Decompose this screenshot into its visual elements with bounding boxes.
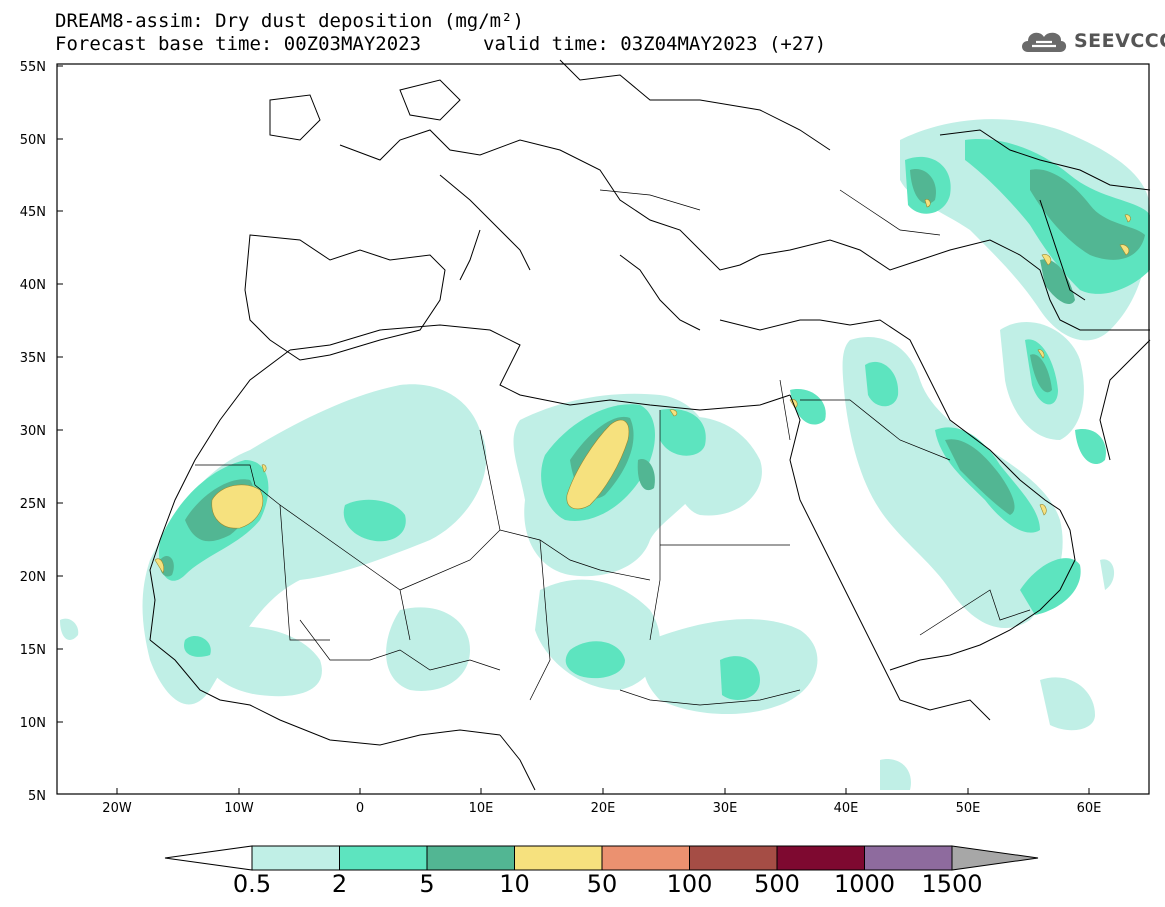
lon-label: 50E <box>956 801 981 816</box>
coastlines <box>149 59 1151 791</box>
lat-label: 45N <box>20 205 46 220</box>
colorbar-swatch <box>689 845 778 871</box>
colorbar-label: 1000 <box>833 870 896 898</box>
country-borders <box>195 189 1031 706</box>
colorbar-swatch <box>601 845 690 871</box>
lon-label: 10W <box>224 801 254 816</box>
forecast-base-time: Forecast base time: 00Z03MAY2023 <box>55 33 422 55</box>
colorbar-over-arrow <box>951 845 1039 871</box>
colorbar <box>164 845 1039 871</box>
latitude-labels: 55N 50N 45N 40N 35N 30N 25N 20N 15N 10N … <box>20 60 46 804</box>
lat-label: 10N <box>20 716 46 731</box>
lon-label: 30E <box>713 801 738 816</box>
colorbar-swatch <box>864 845 953 871</box>
lat-label: 40N <box>20 278 46 293</box>
colorbar-swatch <box>251 845 340 871</box>
colorbar-swatch <box>514 845 603 871</box>
longitude-labels: 20W 10W 0 10E 20E 30E 40E 50E 60E <box>102 801 1101 816</box>
lat-label: 25N <box>20 497 46 512</box>
lon-label: 0 <box>356 801 364 816</box>
lat-label: 30N <box>20 424 46 439</box>
colorbar-label: 500 <box>754 870 800 898</box>
valid-time: valid time: 03Z04MAY2023 (+27) <box>483 33 827 55</box>
colorbar-label: 5 <box>419 870 435 898</box>
lon-label: 60E <box>1077 801 1102 816</box>
colorbar-label: 1500 <box>921 870 983 898</box>
lat-label: 50N <box>20 133 46 148</box>
lon-label: 20E <box>591 801 616 816</box>
tick-marks <box>57 65 1090 794</box>
lat-label: 55N <box>20 60 46 75</box>
cloud-icon <box>1022 32 1067 52</box>
lat-label: 15N <box>20 643 46 658</box>
colorbar-swatch <box>776 845 865 871</box>
colorbar-label: 2 <box>331 870 348 898</box>
colorbar-under-arrow <box>164 845 253 871</box>
lon-label: 40E <box>834 801 859 816</box>
lat-label: 35N <box>20 351 46 366</box>
logo-text: SEEVCCC <box>1074 30 1165 52</box>
colorbar-label: 100 <box>666 870 713 898</box>
lat-label: 20N <box>20 570 46 585</box>
map-title: DREAM8-assim: Dry dust deposition (mg/m²… <box>55 10 524 32</box>
dust-level-10 <box>154 199 1131 574</box>
lon-label: 10E <box>469 801 494 816</box>
colorbar-swatch <box>426 845 515 871</box>
colorbar-label: 50 <box>586 870 618 898</box>
colorbar-label: 10 <box>499 870 530 898</box>
lon-label: 20W <box>102 801 132 816</box>
lat-label: 5N <box>28 789 46 804</box>
seevccc-logo: SEEVCCC <box>1018 24 1165 58</box>
colorbar-label: 0.5 <box>232 870 272 898</box>
dust-field <box>60 119 1150 790</box>
colorbar-swatch <box>339 845 428 871</box>
